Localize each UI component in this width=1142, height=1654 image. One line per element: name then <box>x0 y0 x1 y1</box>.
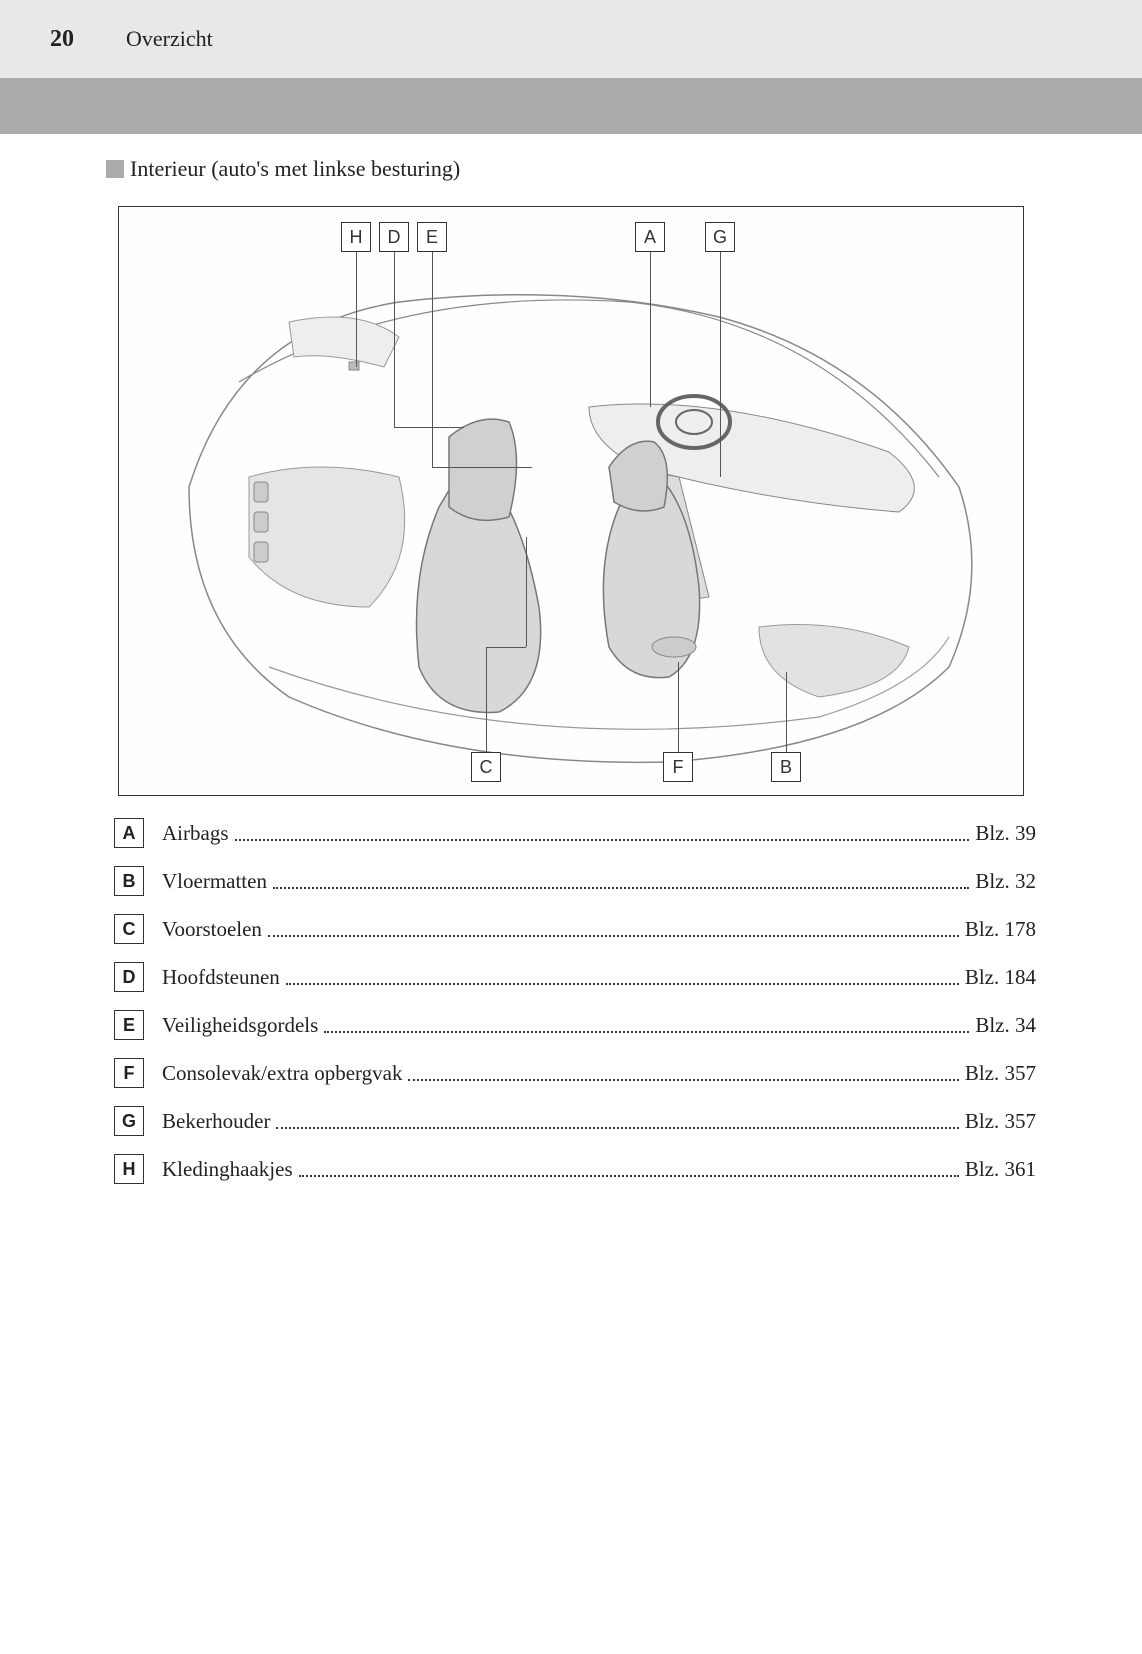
list-item-text: Vloermatten <box>162 869 267 894</box>
list-item: G Bekerhouder Blz. 357 <box>114 1106 1036 1136</box>
diagram-label-c: C <box>471 752 501 782</box>
lead-line <box>394 252 395 427</box>
lead-line <box>786 672 787 752</box>
list-label-box: D <box>114 962 144 992</box>
content-area: Interieur (auto's met linkse besturing) <box>0 134 1142 1184</box>
lead-line <box>486 647 487 752</box>
list-label-box: C <box>114 914 144 944</box>
lead-line <box>526 537 527 647</box>
section-title: Interieur (auto's met linkse besturing) <box>130 156 460 182</box>
list-item: C Voorstoelen Blz. 178 <box>114 914 1036 944</box>
page-header: 20 Overzicht <box>0 0 1142 78</box>
list-item: E Veiligheidsgordels Blz. 34 <box>114 1010 1036 1040</box>
item-list: A Airbags Blz. 39 B Vloermatten Blz. 32 … <box>106 816 1036 1184</box>
list-label-box: H <box>114 1154 144 1184</box>
car-interior-illustration <box>119 207 1024 796</box>
page-number: 20 <box>50 26 74 53</box>
list-item: F Consolevak/extra opbergvak Blz. 357 <box>114 1058 1036 1088</box>
lead-line <box>432 252 433 467</box>
list-item: B Vloermatten Blz. 32 <box>114 866 1036 896</box>
section-marker-icon <box>106 160 124 178</box>
list-item-text: Veiligheidsgordels <box>162 1013 318 1038</box>
diagram-label-d: D <box>379 222 409 252</box>
list-item-page: Blz. 39 <box>975 821 1036 846</box>
list-item-text: Airbags <box>162 821 229 846</box>
leader-dots <box>268 916 959 937</box>
list-item-page: Blz. 34 <box>975 1013 1036 1038</box>
diagram-label-g: G <box>705 222 735 252</box>
lead-line <box>650 252 651 407</box>
lead-line <box>678 662 679 752</box>
list-item-page: Blz. 357 <box>965 1061 1036 1086</box>
leader-dots <box>276 1108 958 1129</box>
lead-line <box>720 252 721 477</box>
list-item: H Kledinghaakjes Blz. 361 <box>114 1154 1036 1184</box>
leader-dots <box>235 820 970 841</box>
list-item-text: Voorstoelen <box>162 917 262 942</box>
list-item: D Hoofdsteunen Blz. 184 <box>114 962 1036 992</box>
leader-dots <box>299 1156 959 1177</box>
lead-line <box>432 467 532 468</box>
lead-line <box>394 427 464 428</box>
diagram-label-e: E <box>417 222 447 252</box>
list-item-page: Blz. 32 <box>975 869 1036 894</box>
list-item-page: Blz. 178 <box>965 917 1036 942</box>
section-title-row: Interieur (auto's met linkse besturing) <box>106 156 1036 182</box>
list-label-box: B <box>114 866 144 896</box>
list-item-text: Bekerhouder <box>162 1109 270 1134</box>
list-item: A Airbags Blz. 39 <box>114 818 1036 848</box>
leader-dots <box>286 964 959 985</box>
list-item-text: Consolevak/extra opbergvak <box>162 1061 402 1086</box>
diagram-label-b: B <box>771 752 801 782</box>
chapter-title: Overzicht <box>126 26 213 52</box>
list-item-page: Blz. 361 <box>965 1157 1036 1182</box>
list-item-text: Hoofdsteunen <box>162 965 280 990</box>
diagram-label-a: A <box>635 222 665 252</box>
leader-dots <box>324 1012 969 1033</box>
leader-dots <box>408 1060 958 1081</box>
leader-dots <box>273 868 969 889</box>
list-item-page: Blz. 184 <box>965 965 1036 990</box>
interior-diagram: H D E A G C F B <box>118 206 1024 796</box>
list-item-text: Kledinghaakjes <box>162 1157 293 1182</box>
list-label-box: F <box>114 1058 144 1088</box>
lead-line <box>356 252 357 367</box>
separator-band <box>0 78 1142 134</box>
list-label-box: E <box>114 1010 144 1040</box>
lead-line <box>486 647 526 648</box>
list-label-box: G <box>114 1106 144 1136</box>
diagram-label-f: F <box>663 752 693 782</box>
diagram-label-h: H <box>341 222 371 252</box>
list-item-page: Blz. 357 <box>965 1109 1036 1134</box>
list-label-box: A <box>114 818 144 848</box>
